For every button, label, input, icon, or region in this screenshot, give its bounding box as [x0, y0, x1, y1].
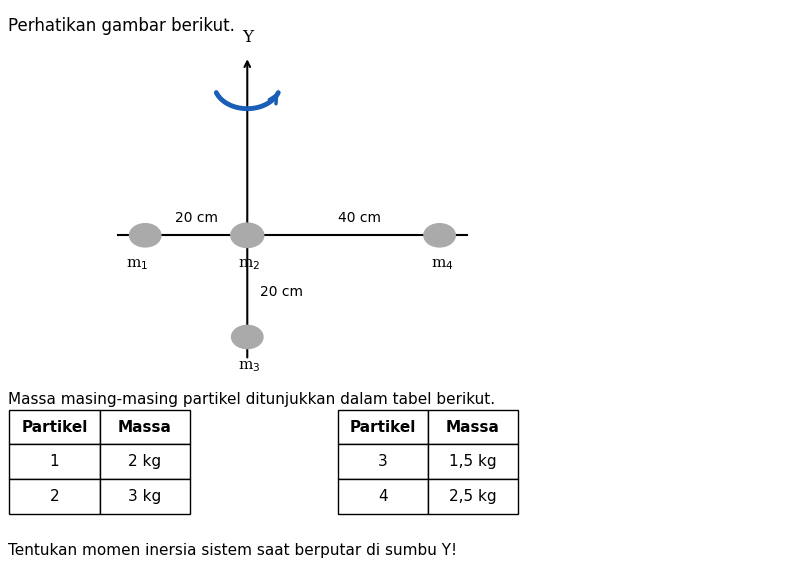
Circle shape [424, 224, 455, 247]
Bar [428, 444, 518, 479]
Text: Massa: Massa [118, 419, 172, 435]
Text: 40 cm: 40 cm [338, 211, 381, 225]
Bar [338, 479, 428, 514]
Text: 20 cm: 20 cm [175, 211, 217, 225]
Text: Tentukan momen inersia sistem saat berputar di sumbu Y!: Tentukan momen inersia sistem saat berpu… [8, 543, 457, 558]
Text: 1: 1 [49, 454, 60, 469]
Text: 2,5 kg: 2,5 kg [449, 489, 497, 504]
Text: Y: Y [242, 30, 253, 46]
Text: Perhatikan gambar berikut.: Perhatikan gambar berikut. [8, 17, 235, 35]
Circle shape [231, 223, 264, 248]
Circle shape [232, 325, 263, 349]
Bar [9, 479, 100, 514]
Text: Massa: Massa [446, 419, 500, 435]
Text: m$_3$: m$_3$ [239, 359, 261, 374]
Text: Partikel: Partikel [21, 419, 88, 435]
Bar [428, 479, 518, 514]
Text: 3 kg: 3 kg [128, 489, 162, 504]
Text: 2: 2 [49, 489, 60, 504]
Text: 20 cm: 20 cm [260, 285, 303, 299]
Circle shape [130, 224, 161, 247]
Text: m$_2$: m$_2$ [239, 257, 261, 272]
Text: 1,5 kg: 1,5 kg [449, 454, 497, 469]
Text: Massa masing-masing partikel ditunjukkan dalam tabel berikut.: Massa masing-masing partikel ditunjukkan… [8, 392, 495, 407]
Bar [428, 410, 518, 444]
Text: m$_4$: m$_4$ [431, 257, 453, 272]
Bar [100, 410, 190, 444]
Text: 2 kg: 2 kg [128, 454, 162, 469]
Text: 4: 4 [378, 489, 388, 504]
Bar [338, 444, 428, 479]
Bar [9, 444, 100, 479]
Bar [9, 410, 100, 444]
Bar [338, 410, 428, 444]
Bar [100, 444, 190, 479]
Text: 3: 3 [378, 454, 388, 469]
Text: m$_1$: m$_1$ [126, 257, 148, 272]
Bar [100, 479, 190, 514]
Text: Partikel: Partikel [349, 419, 416, 435]
